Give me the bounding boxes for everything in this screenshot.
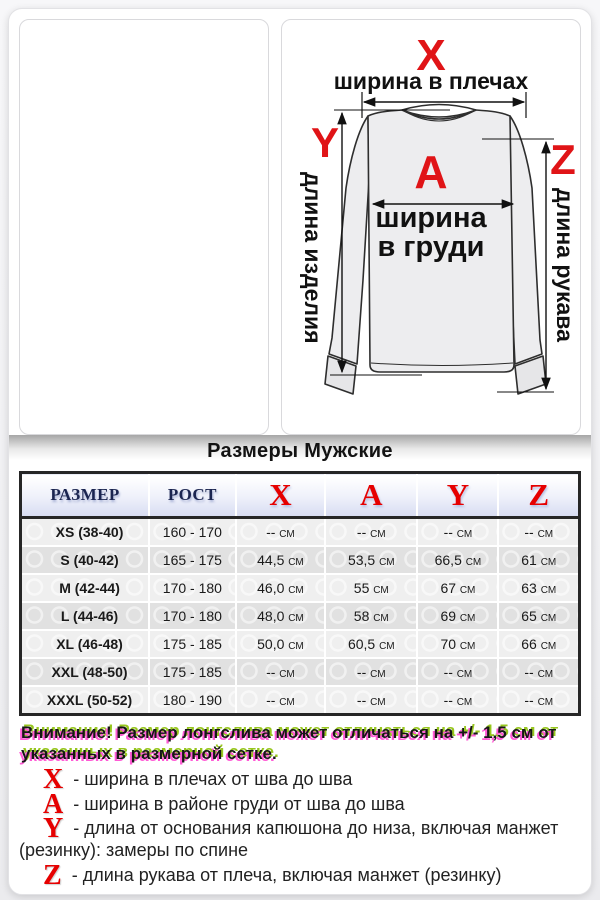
table-row: L (44-46) 170 - 180 48,0 см 58 см 69 см … <box>20 601 580 630</box>
diagram-z-caption: длина рукава <box>552 188 578 342</box>
cell-height: 175 - 185 <box>148 629 236 658</box>
cell-x: -- см <box>234 516 326 546</box>
cell-z: -- см <box>497 685 580 715</box>
shirt-shape <box>324 103 547 395</box>
cell-y: 67 см <box>416 573 499 602</box>
cell-y: -- см <box>416 516 499 546</box>
cell-height: 170 - 180 <box>148 573 236 602</box>
table-row: XXL (48-50) 175 - 185 -- см -- см -- см … <box>20 657 580 686</box>
cell-size: XXL (48-50) <box>20 657 150 686</box>
header-height: РОСТ <box>148 472 236 519</box>
diagram-y-letter: Y <box>310 119 339 166</box>
table-title: Размеры Мужские <box>207 440 393 462</box>
diagram-x-caption: ширина в плечах <box>333 68 529 94</box>
cell-a: 60,5 см <box>324 629 418 658</box>
cell-z: 66 см <box>497 629 580 658</box>
cell-a: -- см <box>324 685 418 715</box>
dimension-arrows <box>330 92 554 393</box>
legend-letter-x: X <box>43 764 64 796</box>
cell-z: 65 см <box>497 601 580 630</box>
legend-letter-z: Z <box>43 859 62 891</box>
legend-text-z: - длина рукава от плеча, включая манжет … <box>71 864 502 885</box>
legend-letter-y: Y <box>43 813 64 845</box>
table-row: XL (46-48) 175 - 185 50,0 см 60,5 см 70 … <box>20 629 580 658</box>
title-band: Размеры Мужские <box>9 435 591 466</box>
cell-height: 165 - 175 <box>148 545 236 574</box>
legend-text-y: - длина от основания капюшона до низа, в… <box>19 818 559 861</box>
header-x: X <box>234 472 326 519</box>
legend-item-x: X - ширина в плечах от шва до шва <box>19 766 581 794</box>
cell-size: XS (38-40) <box>20 516 150 546</box>
diagram-x-letter: X <box>416 31 446 80</box>
photo-panel-empty <box>19 19 269 435</box>
cell-a: -- см <box>324 516 418 546</box>
diagram-y-caption: длина изделия <box>300 172 326 344</box>
table-row: XXXL (50-52) 180 - 190 -- см -- см -- см… <box>20 685 580 715</box>
cell-x: -- см <box>234 685 326 715</box>
cell-height: 175 - 185 <box>148 657 236 686</box>
table-row: XS (38-40) 160 - 170 -- см -- см -- см -… <box>20 516 580 546</box>
measurement-legend: X - ширина в плечах от шва до шва A - ши… <box>19 766 581 889</box>
cell-z: 63 см <box>497 573 580 602</box>
cell-height: 160 - 170 <box>148 516 236 546</box>
cell-size: XL (46-48) <box>20 629 150 658</box>
legend-text-a: - ширина в районе груди от шва до шва <box>73 793 405 814</box>
cell-size: S (40-42) <box>20 545 150 574</box>
cell-x: 44,5 см <box>234 545 326 574</box>
cell-y: 66,5 см <box>416 545 499 574</box>
diagram-a-caption-line1: ширина <box>375 202 487 234</box>
cell-z: -- см <box>497 657 580 686</box>
cell-x: 50,0 см <box>234 629 326 658</box>
table-row: M (42-44) 170 - 180 46,0 см 55 см 67 см … <box>20 573 580 602</box>
cell-x: 48,0 см <box>234 601 326 630</box>
cell-y: -- см <box>416 685 499 715</box>
cell-height: 170 - 180 <box>148 601 236 630</box>
legend-item-a: A - ширина в районе груди от шва до шва <box>19 790 581 818</box>
cell-y: 70 см <box>416 629 499 658</box>
diagram-a-letter: A <box>414 146 448 198</box>
cell-size: M (42-44) <box>20 573 150 602</box>
diagram-panel: X ширина в плечах A ширина в груди Y дли… <box>281 19 581 435</box>
header-z: Z <box>497 472 580 519</box>
size-chart-card: X ширина в плечах A ширина в груди Y дли… <box>8 8 592 896</box>
legend-item-z: Z - длина рукава от плеча, включая манже… <box>19 861 581 889</box>
cell-x: 46,0 см <box>234 573 326 602</box>
table-row: S (40-42) 165 - 175 44,5 см 53,5 см 66,5… <box>20 545 580 574</box>
cell-x: -- см <box>234 657 326 686</box>
size-table: РАЗМЕР РОСТ X A Y Z XS (38-40) 160 - 170… <box>19 471 581 716</box>
cell-size: XXXL (50-52) <box>20 685 150 715</box>
cell-z: -- см <box>497 516 580 546</box>
cell-a: 53,5 см <box>324 545 418 574</box>
legend-item-y: Y - длина от основания капюшона до низа,… <box>19 815 581 862</box>
cell-a: 58 см <box>324 601 418 630</box>
cell-y: -- см <box>416 657 499 686</box>
tolerance-warning: Внимание! Размер лонгслива может отличат… <box>21 723 557 763</box>
cell-y: 69 см <box>416 601 499 630</box>
diagram-a-caption: ширина в груди <box>282 204 580 262</box>
cell-a: -- см <box>324 657 418 686</box>
header-a: A <box>324 472 418 519</box>
cell-height: 180 - 190 <box>148 685 236 715</box>
legend-letter-a: A <box>43 788 64 820</box>
top-panels: X ширина в плечах A ширина в груди Y дли… <box>19 19 581 435</box>
size-table-header-row: РАЗМЕР РОСТ X A Y Z <box>20 472 580 519</box>
cell-size: L (44-46) <box>20 601 150 630</box>
diagram-a-caption-line2: в груди <box>377 231 485 263</box>
header-y: Y <box>416 472 499 519</box>
legend-text-x: - ширина в плечах от шва до шва <box>73 769 353 790</box>
diagram-z-letter: Z <box>550 136 576 183</box>
cell-z: 61 см <box>497 545 580 574</box>
longsleeve-shirt-illustration <box>324 92 554 395</box>
header-size: РАЗМЕР <box>20 472 150 519</box>
cell-a: 55 см <box>324 573 418 602</box>
